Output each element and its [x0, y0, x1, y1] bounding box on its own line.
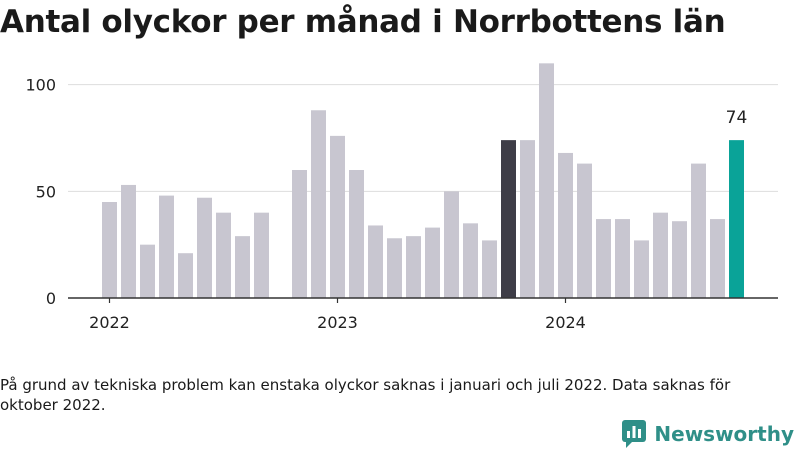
bar [292, 170, 307, 298]
x-tick-label: 2024 [545, 313, 586, 332]
y-tick-label: 50 [36, 182, 56, 201]
brand[interactable]: Newsworthy [622, 420, 794, 448]
data-label: 74 [726, 108, 748, 128]
bar [311, 110, 326, 299]
x-axis [68, 297, 778, 303]
bar [463, 223, 478, 298]
bar [197, 197, 212, 298]
gridlines [68, 84, 778, 192]
bar [387, 238, 402, 298]
x-tick-label: 2022 [89, 313, 130, 332]
bar [729, 140, 744, 298]
bar [653, 212, 668, 298]
bar [368, 225, 383, 298]
bar [121, 184, 136, 298]
bar [330, 135, 345, 298]
bar [501, 140, 516, 298]
bar [178, 253, 193, 298]
tick-labels: 0 50 100 74 2022 2023 2024 [25, 76, 747, 332]
bar [216, 212, 231, 298]
chart-title: Antal olyckor per månad i Norrbottens lä… [0, 4, 726, 40]
bar [596, 219, 611, 298]
y-tick-label: 100 [25, 76, 56, 95]
y-tick-label: 0 [46, 289, 56, 308]
bar [539, 63, 554, 299]
bar [482, 240, 497, 298]
bar [159, 195, 174, 298]
bar [444, 191, 459, 298]
bar [577, 163, 592, 298]
x-tick-label: 2023 [317, 313, 358, 332]
bars [102, 63, 744, 299]
bar [520, 140, 535, 298]
bar [349, 170, 364, 298]
footnote: På grund av tekniska problem kan enstaka… [0, 376, 731, 414]
bar [425, 227, 440, 298]
bar [140, 244, 155, 298]
bar [102, 202, 117, 298]
bar [406, 236, 421, 298]
bar [634, 240, 649, 298]
bar [672, 221, 687, 298]
bar [615, 219, 630, 298]
bar [558, 152, 573, 298]
bar [235, 236, 250, 298]
brand-name: Newsworthy [654, 422, 794, 446]
bar [254, 212, 269, 298]
newsworthy-logo-icon [622, 420, 647, 448]
bar-chart: 0 50 100 74 2022 2023 2024 [25, 63, 778, 332]
bar [710, 219, 725, 298]
bar [691, 163, 706, 298]
